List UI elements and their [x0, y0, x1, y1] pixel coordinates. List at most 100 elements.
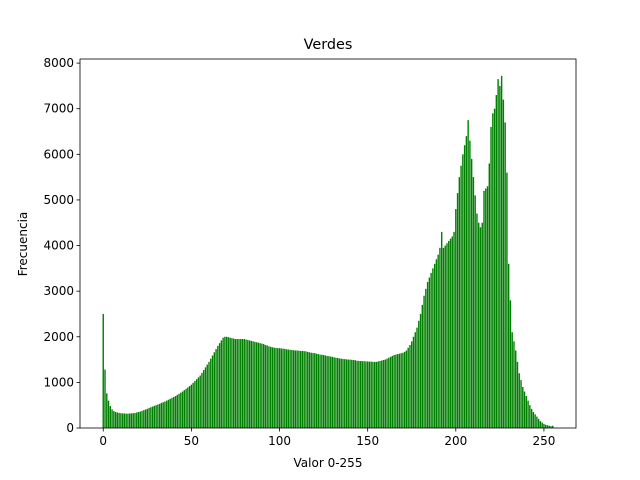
bar [169, 398, 171, 428]
bar [280, 348, 282, 428]
bar [403, 351, 406, 428]
bar [275, 347, 277, 428]
bar [483, 190, 485, 428]
bar [366, 361, 369, 428]
bar [324, 355, 327, 428]
bar [499, 85, 501, 428]
bar [520, 380, 522, 428]
bar [492, 113, 494, 428]
bar [506, 172, 508, 428]
bar [472, 177, 475, 428]
bar [278, 348, 281, 428]
bar [522, 386, 524, 428]
x-axis-label: Valor 0-255 [294, 456, 363, 470]
bar [113, 411, 115, 428]
bar [458, 177, 461, 428]
bar [254, 341, 256, 428]
bar [292, 350, 295, 428]
bar [218, 343, 221, 428]
bar [257, 342, 260, 428]
bar [488, 163, 490, 428]
bar [310, 352, 312, 428]
chart-title: Verdes [304, 37, 353, 53]
bar [552, 425, 554, 428]
bar [301, 350, 304, 428]
bar [476, 213, 478, 428]
bar [303, 351, 305, 428]
bar [329, 356, 332, 428]
y-tick-label: 0 [66, 421, 74, 435]
bar [247, 339, 249, 428]
bar [199, 375, 201, 428]
bar [493, 108, 496, 429]
x-tick-label: 150 [356, 434, 379, 448]
bar [481, 222, 483, 428]
bar [515, 350, 517, 428]
bar [423, 295, 425, 428]
bar [158, 403, 161, 428]
bar [308, 352, 311, 428]
bar [222, 337, 224, 428]
bar [411, 341, 413, 428]
bar [107, 400, 110, 428]
y-tick-label: 4000 [43, 239, 74, 253]
bar [194, 381, 196, 428]
bar [215, 349, 217, 428]
bar [195, 379, 198, 428]
bar [412, 336, 415, 428]
bar [240, 339, 242, 428]
bar [469, 140, 471, 428]
bar [328, 356, 330, 428]
bar [234, 339, 237, 428]
bar [183, 390, 186, 428]
bar [315, 353, 318, 428]
bar [160, 402, 163, 428]
bar [396, 354, 399, 428]
bar [248, 340, 251, 428]
bar [393, 355, 395, 428]
bar [192, 382, 194, 428]
bar [474, 195, 476, 428]
bar [111, 409, 113, 428]
bar [155, 405, 157, 428]
bar [317, 354, 320, 428]
bar [150, 407, 152, 428]
bar [448, 240, 450, 428]
bar [259, 343, 261, 428]
bar [342, 358, 344, 428]
bar [134, 412, 136, 428]
bar [271, 347, 274, 428]
bar [123, 413, 126, 428]
bar [513, 341, 515, 428]
bar [180, 392, 182, 428]
bar [176, 394, 178, 428]
bar [284, 348, 286, 428]
bar [463, 145, 466, 428]
bar [143, 410, 145, 428]
bar [264, 344, 267, 428]
bar [467, 120, 469, 428]
bar [485, 188, 487, 428]
bar [217, 345, 219, 428]
bar [322, 355, 325, 428]
bar [197, 377, 200, 428]
bar [116, 412, 119, 428]
bar [220, 340, 223, 428]
bar [430, 272, 432, 428]
bar [296, 350, 298, 428]
bar [270, 346, 272, 428]
bar [409, 344, 411, 428]
bar [213, 352, 216, 428]
bar [546, 425, 549, 428]
bar [227, 337, 230, 428]
bar [153, 405, 156, 428]
bar [439, 247, 441, 428]
bar [331, 356, 334, 428]
bar [333, 357, 335, 428]
bar [460, 165, 462, 429]
bar [532, 412, 535, 428]
bar [395, 354, 397, 428]
axes-frame [79, 58, 577, 429]
bar [379, 360, 381, 428]
